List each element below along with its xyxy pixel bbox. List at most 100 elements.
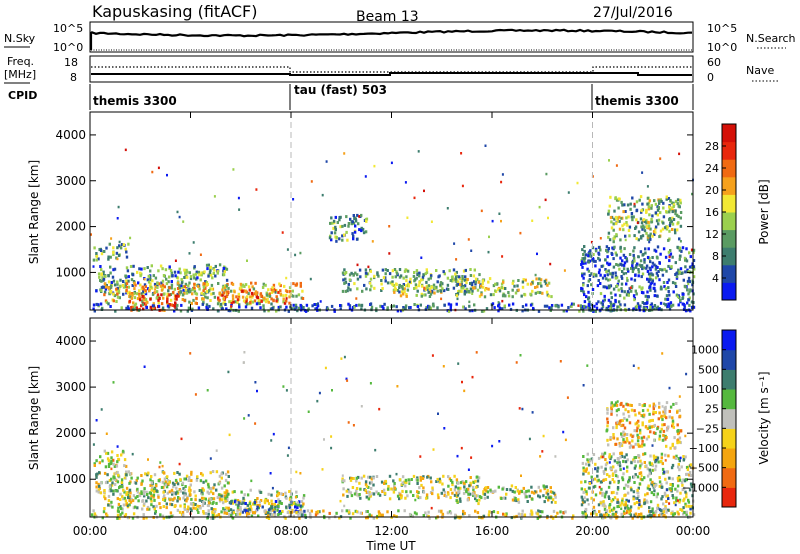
heatmap-cell bbox=[414, 283, 418, 287]
heatmap-cell bbox=[674, 212, 677, 216]
heatmap-cell bbox=[431, 488, 434, 492]
heatmap-cell bbox=[447, 484, 450, 488]
heatmap-cell bbox=[622, 440, 625, 444]
heatmap-cell bbox=[692, 259, 696, 262]
heatmap-cell bbox=[126, 305, 130, 309]
heatmap-cell bbox=[416, 478, 419, 482]
heatmap-cell bbox=[420, 483, 423, 487]
heatmap-cell bbox=[239, 506, 242, 509]
heatmap-cell bbox=[378, 513, 381, 517]
heatmap-cell bbox=[402, 292, 405, 296]
heatmap-cell bbox=[633, 459, 636, 463]
heatmap-cell bbox=[292, 303, 295, 307]
heatmap-cell bbox=[218, 493, 221, 497]
heatmap-cell bbox=[659, 460, 663, 463]
heatmap-cell bbox=[529, 292, 532, 296]
heatmap-cell bbox=[116, 497, 119, 501]
heatmap-cell bbox=[469, 282, 472, 285]
heatmap-cell bbox=[521, 407, 524, 411]
heatmap-cell bbox=[635, 429, 638, 433]
heatmap-cell bbox=[103, 449, 106, 453]
heatmap-cell bbox=[626, 223, 629, 227]
heatmap-cell bbox=[350, 476, 353, 480]
heatmap-cell bbox=[380, 513, 383, 517]
heatmap-cell bbox=[612, 426, 615, 430]
heatmap-cell bbox=[632, 294, 636, 298]
heatmap-cell bbox=[687, 292, 690, 296]
heatmap-cell bbox=[613, 514, 616, 518]
heatmap-cell bbox=[665, 210, 668, 214]
heatmap-cell bbox=[517, 498, 520, 502]
heatmap-cell bbox=[136, 297, 140, 301]
heatmap-cell bbox=[599, 501, 602, 505]
heatmap-cell bbox=[480, 291, 483, 295]
heatmap-cell bbox=[685, 466, 689, 469]
heatmap-cell bbox=[141, 294, 144, 298]
heatmap-cell bbox=[486, 490, 490, 494]
heatmap-cell bbox=[660, 456, 663, 460]
heatmap-cell bbox=[612, 287, 616, 291]
heatmap-cell bbox=[584, 261, 587, 265]
heatmap-cell bbox=[632, 364, 635, 367]
x-axis-title: Time UT bbox=[365, 539, 416, 553]
heatmap-cell bbox=[165, 485, 169, 489]
heatmap-cell bbox=[449, 511, 453, 515]
heatmap-cell bbox=[249, 299, 253, 303]
heatmap-cell bbox=[242, 498, 246, 502]
heatmap-cell bbox=[347, 488, 350, 492]
heatmap-cell bbox=[660, 483, 663, 487]
heatmap-cell bbox=[651, 234, 654, 238]
heatmap-cell bbox=[128, 299, 132, 303]
heatmap-cell bbox=[225, 292, 229, 296]
heatmap-cell bbox=[468, 484, 471, 488]
heatmap-cell bbox=[452, 286, 456, 290]
heatmap-cell bbox=[540, 284, 543, 288]
heatmap-cell bbox=[580, 503, 584, 507]
heatmap-cell bbox=[110, 461, 113, 465]
heatmap-cell bbox=[424, 272, 427, 276]
heatmap-cell bbox=[368, 490, 371, 494]
heatmap-cell bbox=[657, 199, 661, 203]
heatmap-cell bbox=[601, 501, 604, 504]
heatmap-cell bbox=[402, 287, 405, 291]
heatmap-cell bbox=[128, 290, 131, 294]
heatmap-cell bbox=[649, 260, 652, 264]
heatmap-cell bbox=[564, 510, 567, 514]
heatmap-cell bbox=[415, 269, 419, 273]
heatmap-cell bbox=[672, 203, 676, 207]
heatmap-cell bbox=[580, 480, 583, 484]
heatmap-cell bbox=[545, 172, 548, 176]
heatmap-cell bbox=[642, 218, 646, 222]
heatmap-cell bbox=[648, 487, 651, 491]
heatmap-cell bbox=[530, 512, 534, 516]
heatmap-cell bbox=[679, 508, 682, 511]
heatmap-cell bbox=[227, 506, 230, 510]
heatmap-cell bbox=[682, 458, 685, 462]
heatmap-cell bbox=[647, 247, 650, 251]
heatmap-cell bbox=[398, 268, 402, 271]
heatmap-cell bbox=[608, 509, 612, 513]
heatmap-cell bbox=[671, 281, 675, 285]
heatmap-cell bbox=[294, 283, 297, 287]
heatmap-cell bbox=[581, 257, 584, 260]
heatmap-cell bbox=[608, 461, 611, 464]
heatmap-cell bbox=[641, 301, 644, 304]
heatmap-cell bbox=[222, 501, 225, 505]
heatmap-cell bbox=[652, 514, 656, 518]
heatmap-cell bbox=[171, 274, 174, 278]
heatmap-cell bbox=[633, 502, 636, 506]
heatmap-cell bbox=[365, 287, 368, 291]
heatmap-cell bbox=[227, 309, 230, 313]
heatmap-cell bbox=[226, 481, 230, 485]
colorbar-swatch bbox=[722, 428, 736, 449]
heatmap-cell bbox=[651, 261, 655, 265]
heatmap-cell bbox=[301, 289, 304, 293]
heatmap-cell bbox=[618, 294, 622, 298]
heatmap-cell bbox=[353, 217, 356, 220]
heatmap-cell bbox=[232, 168, 235, 171]
heatmap-cell bbox=[523, 292, 526, 296]
heatmap-cell bbox=[125, 266, 129, 270]
heatmap-cell bbox=[651, 483, 655, 487]
heatmap-cell bbox=[690, 485, 693, 489]
